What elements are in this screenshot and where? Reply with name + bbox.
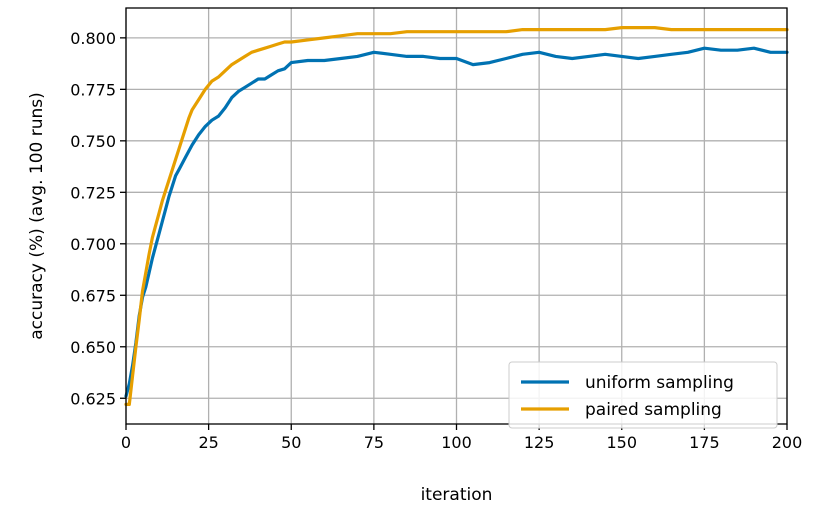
- y-tick-label: 0.625: [70, 389, 116, 408]
- x-tick-label: 75: [364, 433, 384, 452]
- y-axis-label: accuracy (%) (avg. 100 runs): [27, 92, 47, 340]
- y-tick-label: 0.675: [70, 286, 116, 305]
- x-axis-label: iteration: [421, 485, 493, 505]
- y-tick-label: 0.775: [70, 80, 116, 99]
- axis-ticks: 0 25 50 75 100 125 150 175 200 0.625 0.650 0.675 0.7…: [70, 29, 802, 452]
- series-lines: [124, 26, 789, 406]
- x-tick-label: 200: [772, 433, 803, 452]
- series-line-paired-sampling: [124, 26, 789, 406]
- series-line-uniform-sampling: [124, 46, 789, 398]
- legend-label-paired-sampling: paired sampling: [585, 400, 722, 420]
- y-tick-label: 0.650: [70, 338, 116, 357]
- y-tick-label: 0.750: [70, 132, 116, 151]
- legend-label-uniform-sampling: uniform sampling: [585, 373, 734, 393]
- legend: uniform sampling paired sampling: [508, 361, 778, 429]
- x-tick-label: 175: [689, 433, 720, 452]
- x-tick-label: 100: [441, 433, 472, 452]
- x-tick-label: 0: [121, 433, 131, 452]
- x-tick-label: 50: [281, 433, 301, 452]
- y-tick-label: 0.700: [70, 235, 116, 254]
- legend-box: [508, 361, 778, 429]
- x-tick-label: 125: [524, 433, 555, 452]
- y-tick-label: 0.725: [70, 183, 116, 202]
- grid: [125, 8, 788, 424]
- x-tick-label: 150: [606, 433, 637, 452]
- x-tick-label: 25: [198, 433, 218, 452]
- y-tick-label: 0.800: [70, 29, 116, 48]
